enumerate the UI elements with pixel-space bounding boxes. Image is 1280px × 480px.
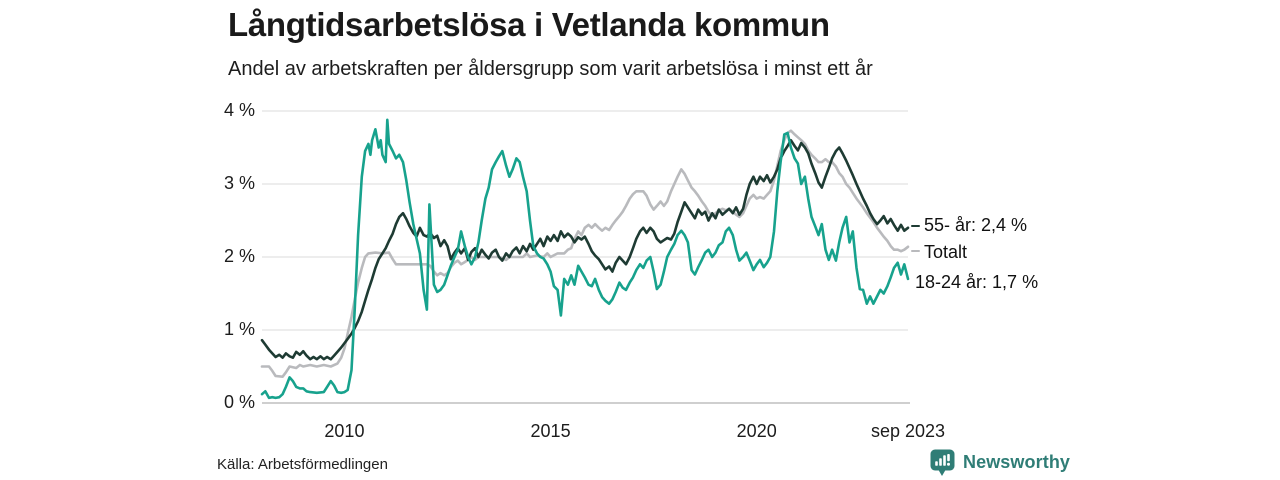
y-tick-label: 4 % (223, 100, 255, 120)
series-end-label: Totalt (924, 242, 968, 262)
annotation-connector (911, 225, 920, 227)
series-line-18-24-r (260, 118, 910, 400)
source-note: Källa: Arbetsförmedlingen (217, 456, 388, 473)
y-tick-label: 3 % (223, 173, 255, 193)
chart-subtitle: Andel av arbetskraften per åldersgrupp s… (228, 58, 873, 80)
newsworthy-wordmark: Newsworthy (963, 452, 1071, 472)
x-tick-label: sep 2023 (870, 421, 946, 441)
newsworthy-logo: Newsworthy (930, 449, 1070, 476)
annotation-connector (911, 250, 920, 252)
series-end-label: 18-24 år: 1,7 % (915, 272, 1039, 292)
page-title: Långtidsarbetslösa i Vetlanda kommun (228, 6, 830, 43)
x-tick-label: 2020 (736, 421, 777, 441)
series-line-totalt (260, 129, 910, 379)
y-tick-label: 0 % (223, 392, 255, 412)
series-line-55-r (260, 138, 910, 361)
x-tick-label: 2015 (530, 421, 571, 441)
y-tick-label: 1 % (223, 319, 255, 339)
y-tick-label: 2 % (223, 246, 255, 266)
x-tick-label: 2010 (324, 421, 365, 441)
series-end-label: 55- år: 2,4 % (924, 215, 1028, 235)
newsworthy-bar-chart-bubble-icon (930, 449, 955, 476)
